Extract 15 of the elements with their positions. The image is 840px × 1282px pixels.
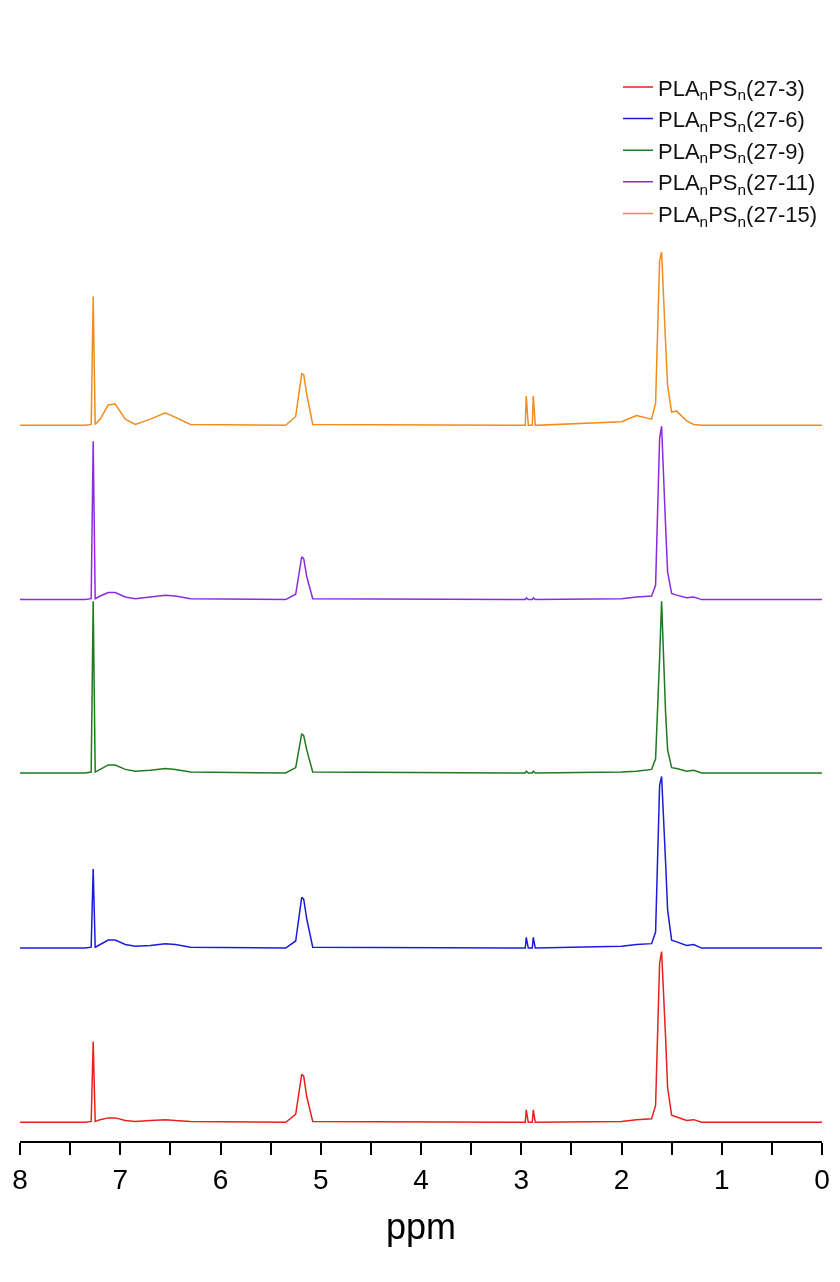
x-tick-label: 3 (513, 1163, 530, 1195)
x-tick-label: 0 (814, 1163, 830, 1195)
x-tick-label: 8 (12, 1163, 28, 1195)
x-tick-label: 7 (112, 1163, 129, 1195)
legend-label: PLA$_{n}$PS$_{n}$(27-9) (658, 138, 805, 167)
legend-label: PLA$_{n}$PS$_{n}$(27-3) (658, 75, 805, 104)
x-tick-label: 2 (613, 1163, 630, 1195)
x-tick-label: 5 (312, 1163, 329, 1195)
x-axis-title: ppm (385, 1205, 457, 1247)
x-tick-label: 1 (713, 1163, 730, 1195)
legend-label: PLA$_{n}$PS$_{n}$(27-11) (658, 170, 816, 199)
legend-label: PLA$_{n}$PS$_{n}$(27-15) (658, 202, 817, 230)
legend-label: PLA$_{n}$PS$_{n}$(27-6) (658, 107, 805, 135)
x-tick-label: 4 (413, 1163, 429, 1195)
x-tick-label: 6 (212, 1163, 229, 1195)
